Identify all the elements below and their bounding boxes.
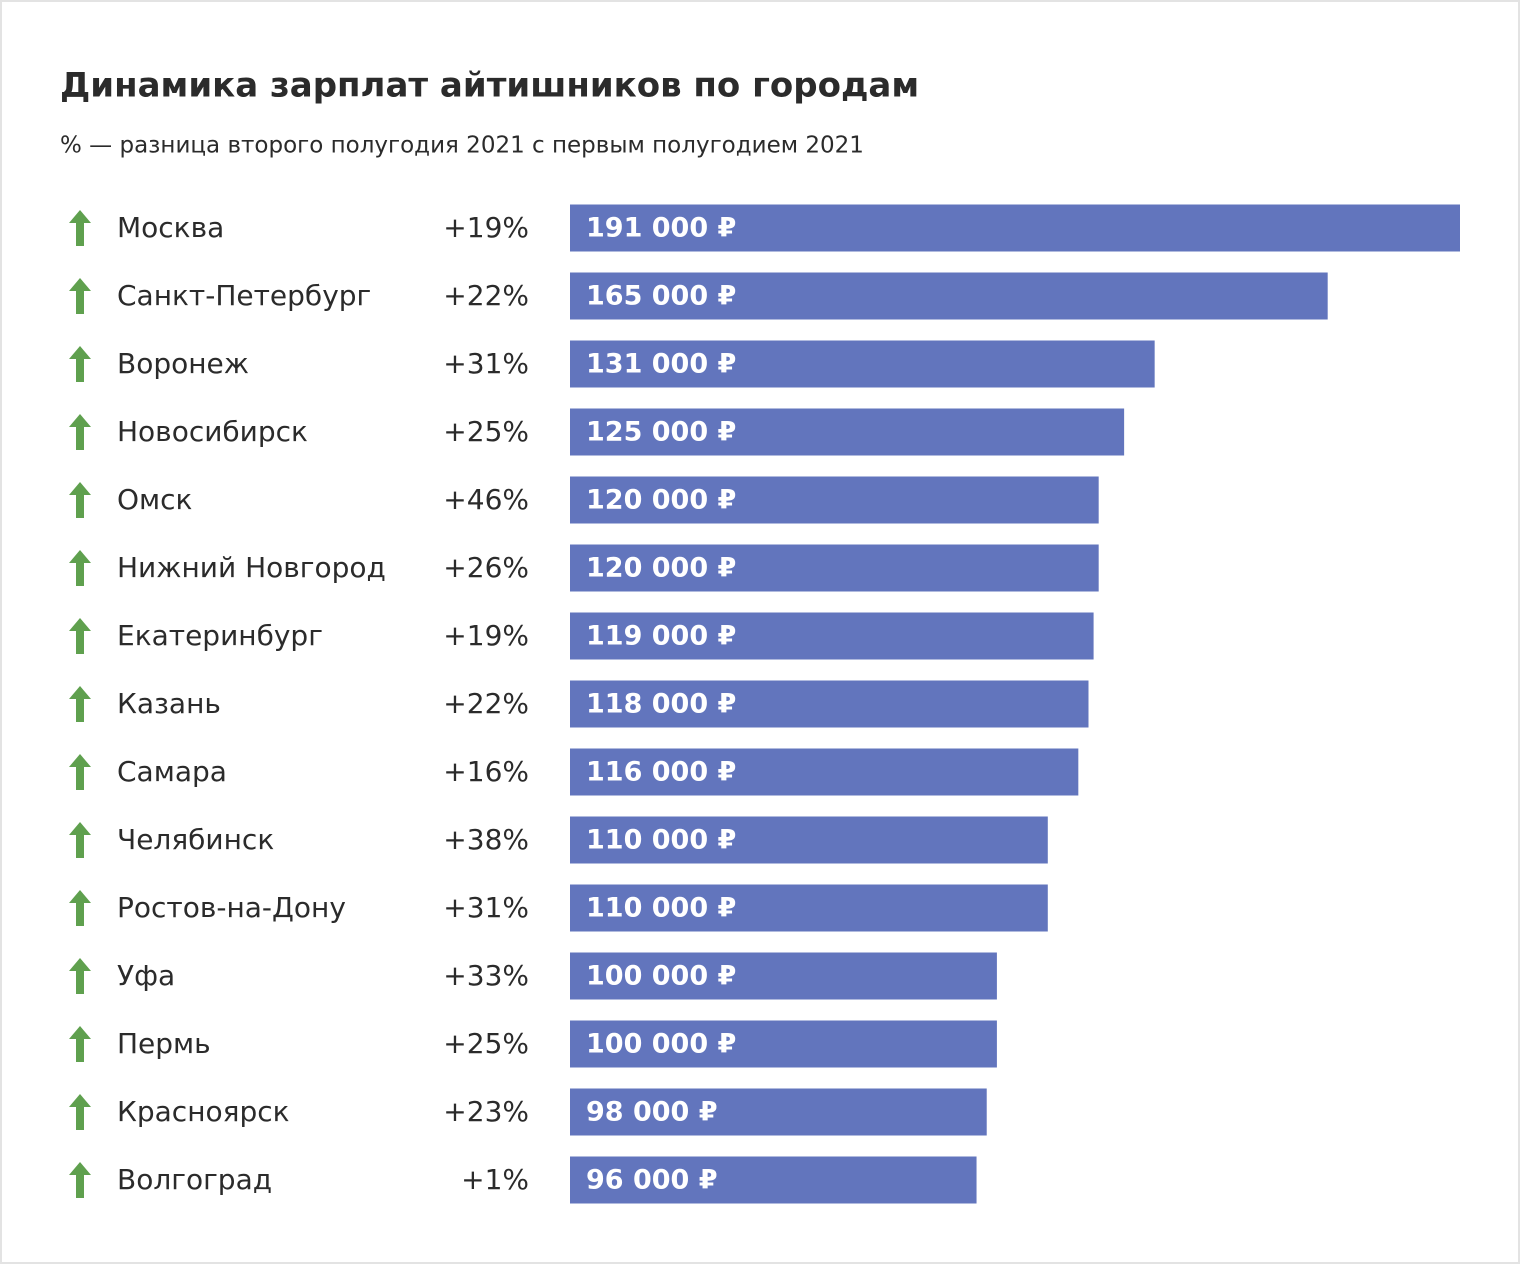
bar [570, 612, 1094, 660]
up-arrow [69, 890, 91, 926]
bar [570, 816, 1048, 864]
change-label: +46% [443, 483, 529, 516]
bar [570, 1088, 987, 1136]
value-label: 131 000 ₽ [586, 349, 736, 380]
bar [570, 748, 1079, 796]
up-arrow [69, 754, 91, 790]
value-label: 110 000 ₽ [586, 893, 736, 924]
bar [570, 476, 1099, 524]
bar [570, 884, 1048, 932]
value-label: 119 000 ₽ [586, 621, 736, 652]
change-label: +19% [443, 619, 529, 652]
change-label: +19% [443, 211, 529, 244]
city-label: Челябинск [117, 823, 274, 856]
change-label: +33% [443, 959, 529, 992]
city-label: Пермь [117, 1027, 211, 1060]
up-arrow [69, 482, 91, 518]
change-label: +1% [461, 1163, 529, 1196]
city-label: Новосибирск [117, 415, 308, 448]
value-label: 165 000 ₽ [586, 281, 736, 312]
value-label: 116 000 ₽ [586, 757, 736, 788]
city-label: Красноярск [117, 1095, 290, 1128]
up-arrow [69, 618, 91, 654]
city-label: Санкт-Петербург [117, 279, 371, 312]
value-label: 118 000 ₽ [586, 689, 736, 720]
value-label: 96 000 ₽ [586, 1165, 718, 1196]
change-label: +16% [443, 755, 529, 788]
bar [570, 340, 1155, 388]
change-label: +31% [443, 891, 529, 924]
up-arrow [69, 1162, 91, 1198]
change-label: +22% [443, 279, 529, 312]
value-label: 120 000 ₽ [586, 485, 736, 516]
bar [570, 272, 1328, 320]
value-label: 120 000 ₽ [586, 553, 736, 584]
chart-title: Динамика зарплат айтишников по городам [60, 66, 919, 106]
bar [570, 1156, 977, 1204]
bar [570, 1020, 997, 1068]
city-label: Волгоград [117, 1163, 272, 1196]
up-arrow [69, 958, 91, 994]
up-arrow [69, 550, 91, 586]
value-label: 100 000 ₽ [586, 961, 736, 992]
change-label: +22% [443, 687, 529, 720]
city-label: Нижний Новгород [117, 551, 386, 584]
bar [570, 408, 1125, 456]
bar [570, 204, 1460, 252]
change-label: +31% [443, 347, 529, 380]
chart-subtitle: % — разница второго полугодия 2021 с пер… [60, 133, 864, 159]
up-arrow [69, 686, 91, 722]
city-label: Уфа [117, 959, 175, 992]
city-label: Воронеж [117, 347, 249, 380]
up-arrow [69, 1026, 91, 1062]
up-arrow [69, 414, 91, 450]
up-arrow [69, 210, 91, 246]
value-label: 100 000 ₽ [586, 1029, 736, 1060]
up-arrow [69, 278, 91, 314]
bar [570, 952, 997, 1000]
up-arrow [69, 1094, 91, 1130]
change-label: +25% [443, 1027, 529, 1060]
city-label: Омск [117, 483, 192, 516]
change-label: +23% [443, 1095, 529, 1128]
city-label: Самара [117, 755, 227, 788]
up-arrow [69, 346, 91, 382]
change-label: +25% [443, 415, 529, 448]
change-label: +26% [443, 551, 529, 584]
change-label: +38% [443, 823, 529, 856]
up-arrow [69, 822, 91, 858]
value-label: 125 000 ₽ [586, 417, 736, 448]
value-label: 110 000 ₽ [586, 825, 736, 856]
city-label: Казань [117, 687, 221, 720]
value-label: 191 000 ₽ [586, 213, 736, 244]
city-label: Ростов-на-Дону [117, 891, 346, 924]
value-label: 98 000 ₽ [586, 1097, 718, 1128]
bar [570, 680, 1089, 728]
bar [570, 544, 1099, 592]
city-label: Москва [117, 211, 224, 244]
city-label: Екатеринбург [117, 619, 323, 652]
